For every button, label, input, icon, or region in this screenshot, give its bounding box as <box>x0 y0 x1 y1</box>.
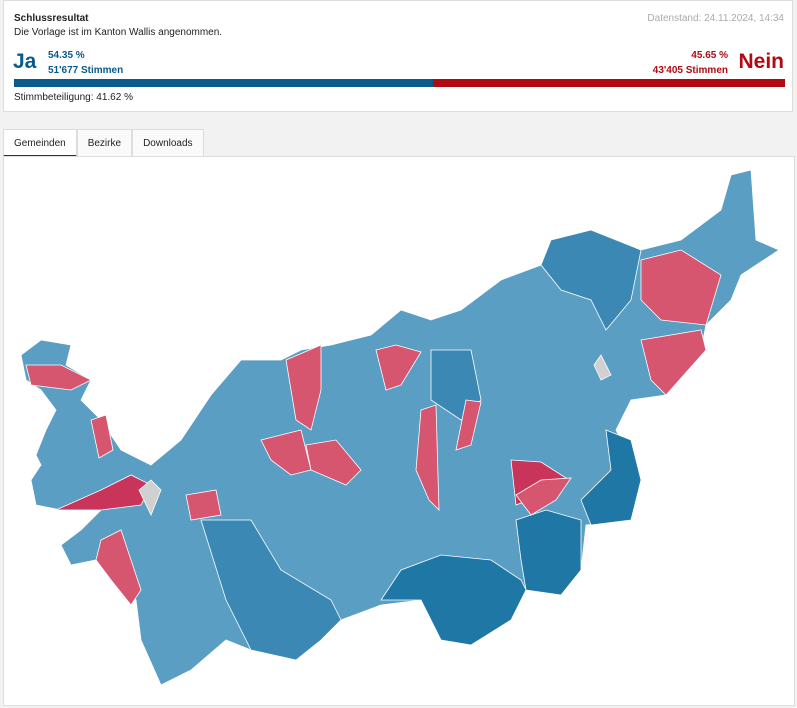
region <box>580 429 642 526</box>
region <box>285 344 322 431</box>
turnout: Stimmbeteiligung: 41.62 % <box>14 92 133 103</box>
title: Schlussresultat <box>14 13 89 24</box>
date: Datenstand: 24.11.2024, 14:34 <box>647 13 784 24</box>
no-bar <box>433 79 785 87</box>
yes-label: Ja <box>13 50 37 73</box>
region <box>455 399 482 451</box>
tabs: Gemeinden Bezirke Downloads <box>3 129 204 157</box>
region <box>593 354 612 381</box>
region <box>260 429 312 476</box>
region <box>640 329 707 396</box>
yes-percent: 54.35 % <box>48 50 85 61</box>
region <box>415 404 440 511</box>
tab[interactable]: Downloads <box>132 129 204 157</box>
region <box>200 519 342 661</box>
region <box>515 477 572 516</box>
tab[interactable]: Gemeinden <box>3 129 77 157</box>
region <box>540 229 642 331</box>
region <box>20 169 780 686</box>
no-votes: 43'405 Stimmen <box>652 65 728 76</box>
region <box>90 414 114 459</box>
region <box>25 364 92 391</box>
yes-bar <box>14 79 434 87</box>
result-bar <box>14 79 785 87</box>
result-card: Schlussresultat Die Vorlage ist im Kanto… <box>3 0 793 112</box>
region <box>95 529 142 606</box>
tab[interactable]: Bezirke <box>76 129 133 157</box>
region <box>185 489 222 521</box>
region <box>138 479 162 516</box>
no-label: Nein <box>738 50 784 73</box>
region <box>375 344 422 391</box>
no-percent: 45.65 % <box>691 50 728 61</box>
region <box>640 249 722 326</box>
map <box>20 169 780 686</box>
subtitle: Die Vorlage ist im Kanton Wallis angenom… <box>14 27 223 38</box>
map-panel <box>3 156 795 706</box>
region <box>305 439 362 486</box>
region <box>515 509 582 596</box>
yes-votes: 51'677 Stimmen <box>48 65 124 76</box>
